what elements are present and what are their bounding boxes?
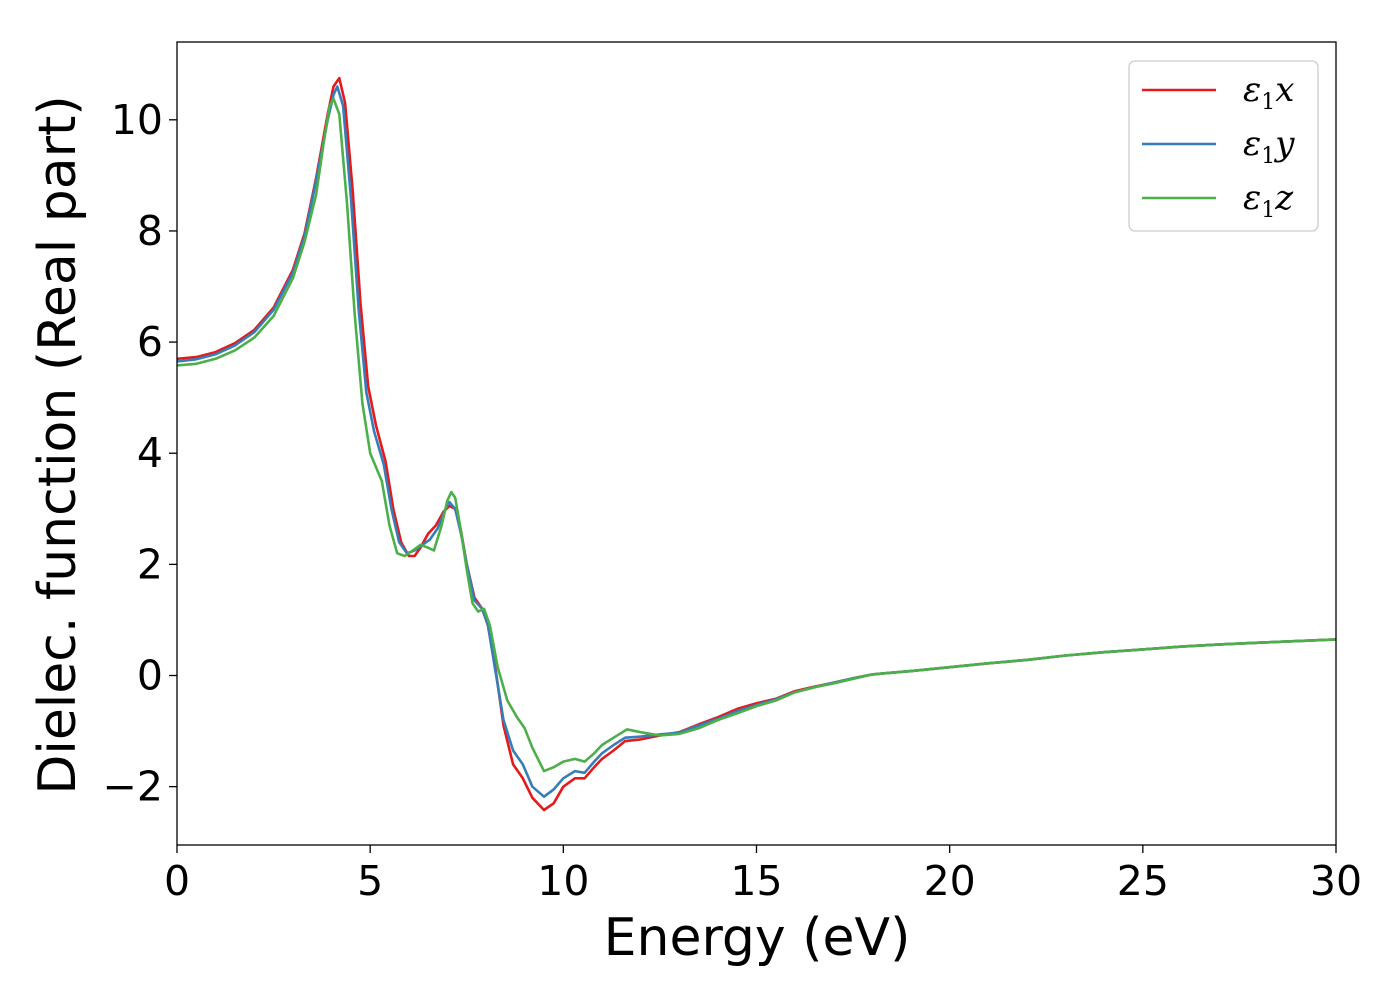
y-tick-label: 8 — [137, 207, 163, 255]
legend-box — [1128, 60, 1319, 232]
legend: ε1x ε1y ε1z — [1128, 60, 1319, 232]
x-axis-title: Energy (eV) — [604, 908, 911, 968]
x-axis: 0 5 10 15 20 25 30 — [164, 845, 1362, 905]
x-tick-label: 30 — [1310, 857, 1362, 905]
legend-label-z: ε1z — [1243, 178, 1294, 223]
x-tick-label: 15 — [730, 857, 782, 905]
y-axis: −2 0 2 4 6 8 10 — [103, 96, 177, 811]
y-tick-label: 2 — [137, 540, 163, 588]
y-tick-label: 0 — [137, 652, 163, 700]
y-tick-label: −2 — [103, 763, 163, 811]
x-tick-label: 0 — [164, 857, 190, 905]
y-tick-label: 10 — [111, 96, 163, 144]
x-tick-label: 5 — [357, 857, 383, 905]
x-tick-label: 20 — [924, 857, 976, 905]
plot-area — [177, 76, 1336, 812]
legend-label-x: ε1x — [1243, 70, 1294, 115]
y-axis-title: Dielec. function (Real part) — [28, 95, 88, 794]
y-tick-label: 6 — [137, 318, 163, 366]
y-tick-label: 4 — [137, 429, 163, 477]
series-line-z — [177, 97, 1336, 773]
legend-label-y: ε1y — [1243, 124, 1295, 169]
x-tick-label: 25 — [1117, 857, 1169, 905]
x-tick-label: 10 — [537, 857, 589, 905]
